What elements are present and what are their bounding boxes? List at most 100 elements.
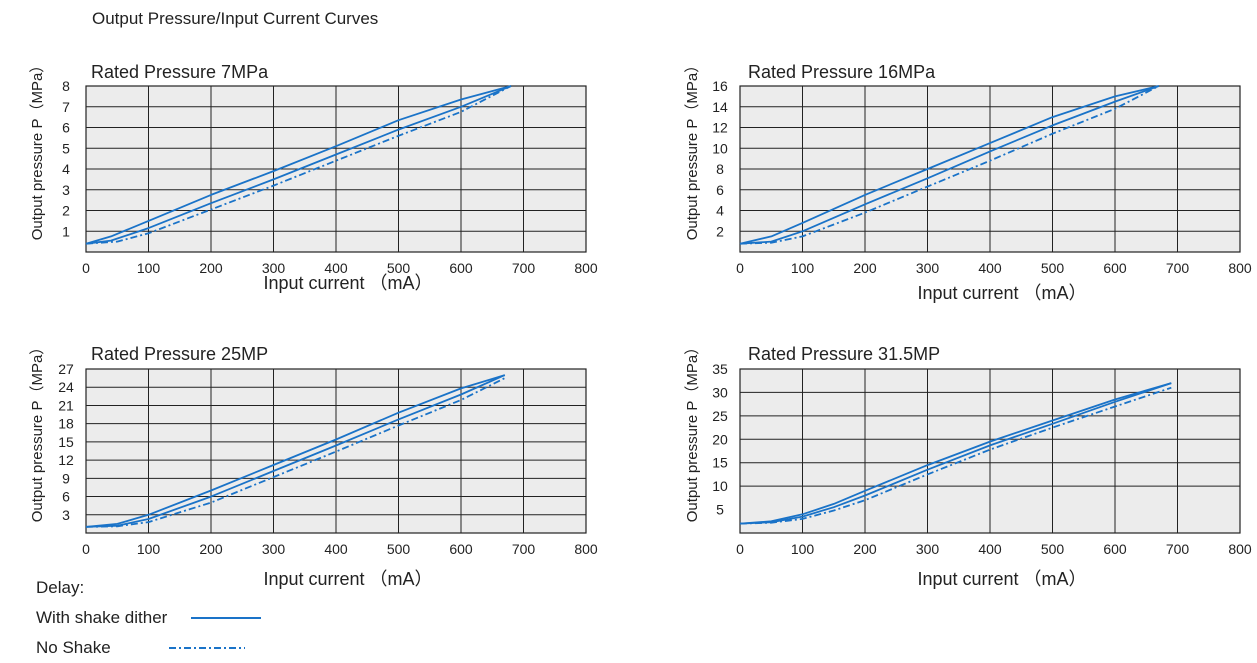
- y-tick-label: 16: [712, 78, 728, 94]
- x-tick-label: 0: [736, 541, 744, 557]
- plot-border: [85, 85, 587, 253]
- legend-label-noshake: No Shake: [36, 638, 111, 657]
- y-tick-label: 6: [62, 489, 70, 505]
- x-tick-label: 100: [137, 260, 161, 276]
- x-tick-label: 800: [574, 541, 598, 557]
- legend-item-dither: With shake dither: [36, 603, 301, 633]
- x-tick-label: 500: [387, 541, 411, 557]
- legend-swatch-dashdot: [168, 647, 245, 649]
- y-tick-label: 3: [62, 182, 70, 198]
- x-tick-label: 400: [324, 260, 348, 276]
- y-tick-label: 25: [712, 408, 728, 424]
- x-tick-label: 300: [916, 260, 940, 276]
- y-tick-label: 30: [712, 384, 728, 400]
- legend-swatch-solid: [191, 617, 262, 619]
- x-tick-label: 800: [574, 260, 598, 276]
- legend: Delay: With shake dither No Shake: [36, 573, 301, 663]
- series-line-solid: [85, 374, 506, 528]
- y-tick-label: 8: [716, 161, 724, 177]
- x-tick-label: 200: [199, 260, 223, 276]
- y-tick-label: 6: [716, 182, 724, 198]
- series-line-dashdot: [739, 85, 1160, 245]
- y-tick-label: 15: [712, 455, 728, 471]
- x-tick-label: 500: [1041, 541, 1065, 557]
- x-tick-label: 400: [324, 541, 348, 557]
- legend-item-noshake: No Shake: [36, 633, 301, 663]
- series-line-solid: [739, 85, 1160, 245]
- y-tick-label: 6: [62, 120, 70, 136]
- x-tick-label: 700: [512, 541, 536, 557]
- y-tick-label: 12: [58, 452, 74, 468]
- y-tick-label: 15: [58, 434, 74, 450]
- series-line-solid: [85, 85, 512, 245]
- x-tick-label: 200: [853, 260, 877, 276]
- y-axis-label: Output pressure P（MPa）: [684, 340, 701, 523]
- y-axis-label: Output pressure P（MPa）: [684, 58, 701, 241]
- x-tick-label: 0: [736, 260, 744, 276]
- legend-title: Delay:: [36, 578, 85, 597]
- y-tick-label: 5: [716, 502, 724, 518]
- page-title: Output Pressure/Input Current Curves: [92, 9, 379, 28]
- y-tick-label: 2: [62, 203, 70, 219]
- plot-border: [739, 85, 1241, 253]
- x-tick-label: 600: [1103, 260, 1127, 276]
- x-tick-label: 300: [916, 541, 940, 557]
- chart-title: Rated Pressure 31.5MP: [748, 344, 940, 364]
- y-tick-label: 12: [712, 120, 728, 136]
- y-tick-label: 21: [58, 397, 74, 413]
- y-tick-label: 20: [712, 431, 728, 447]
- plot-border: [739, 368, 1241, 534]
- x-tick-label: 100: [137, 541, 161, 557]
- y-tick-label: 18: [58, 416, 74, 432]
- x-axis-label: Input current （mA）: [263, 569, 432, 589]
- y-tick-label: 8: [62, 78, 70, 94]
- plot-border: [85, 368, 587, 534]
- y-tick-label: 10: [712, 140, 728, 156]
- y-tick-label: 24: [58, 379, 74, 395]
- x-tick-label: 300: [262, 260, 286, 276]
- x-tick-label: 100: [791, 260, 815, 276]
- y-tick-label: 2: [716, 223, 724, 239]
- series-line-dashdot: [739, 386, 1172, 525]
- x-tick-label: 0: [82, 541, 90, 557]
- y-tick-label: 35: [712, 361, 728, 377]
- chart-title: Rated Pressure 16MPa: [748, 62, 936, 82]
- x-tick-label: 600: [449, 260, 473, 276]
- y-tick-label: 4: [62, 161, 70, 177]
- x-tick-label: 400: [978, 541, 1002, 557]
- x-axis-label: Input current （mA）: [917, 283, 1086, 303]
- x-tick-label: 200: [853, 541, 877, 557]
- x-tick-label: 600: [449, 541, 473, 557]
- x-tick-label: 500: [387, 260, 411, 276]
- legend-label-dither: With shake dither: [36, 608, 168, 627]
- y-tick-label: 10: [712, 478, 728, 494]
- series-line-solid: [85, 85, 512, 245]
- y-tick-label: 7: [62, 99, 70, 115]
- series-line-solid: [739, 382, 1172, 525]
- series-line-dashdot: [85, 85, 512, 245]
- y-tick-label: 9: [62, 470, 70, 486]
- y-tick-label: 1: [62, 223, 70, 239]
- x-tick-label: 700: [512, 260, 536, 276]
- x-tick-label: 400: [978, 260, 1002, 276]
- x-tick-label: 200: [199, 541, 223, 557]
- x-tick-label: 100: [791, 541, 815, 557]
- y-tick-label: 14: [712, 99, 728, 115]
- y-axis-label: Output pressure P（MPa）: [29, 340, 46, 523]
- y-tick-label: 4: [716, 203, 724, 219]
- x-tick-label: 700: [1166, 260, 1190, 276]
- chart-title: Rated Pressure 25MP: [91, 344, 268, 364]
- x-axis-label: Input current （mA）: [917, 569, 1086, 589]
- x-tick-label: 800: [1228, 260, 1252, 276]
- x-tick-label: 800: [1228, 541, 1252, 557]
- y-axis-label: Output pressure P（MPa）: [29, 58, 46, 241]
- y-tick-label: 27: [58, 361, 74, 377]
- x-tick-label: 0: [82, 260, 90, 276]
- series-line-solid: [739, 85, 1160, 245]
- x-tick-label: 500: [1041, 260, 1065, 276]
- series-line-solid: [739, 382, 1172, 525]
- x-tick-label: 300: [262, 541, 286, 557]
